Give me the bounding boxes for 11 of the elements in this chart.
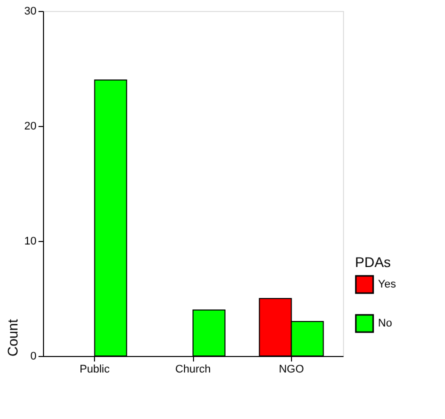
x-tick-label: Church — [175, 364, 211, 376]
x-tick-label: NGO — [278, 364, 304, 376]
y-tick-label: 0 — [30, 350, 36, 362]
y-axis-title: Count — [4, 319, 20, 356]
legend-label: No — [378, 318, 392, 330]
legend-label: Yes — [378, 278, 396, 290]
legend-title: PDAs — [355, 254, 391, 270]
y-tick-label: 10 — [24, 236, 36, 248]
y-tick-label: 30 — [24, 6, 36, 18]
y-tick-label: 20 — [24, 120, 36, 132]
x-tick-label: Public — [80, 364, 110, 376]
